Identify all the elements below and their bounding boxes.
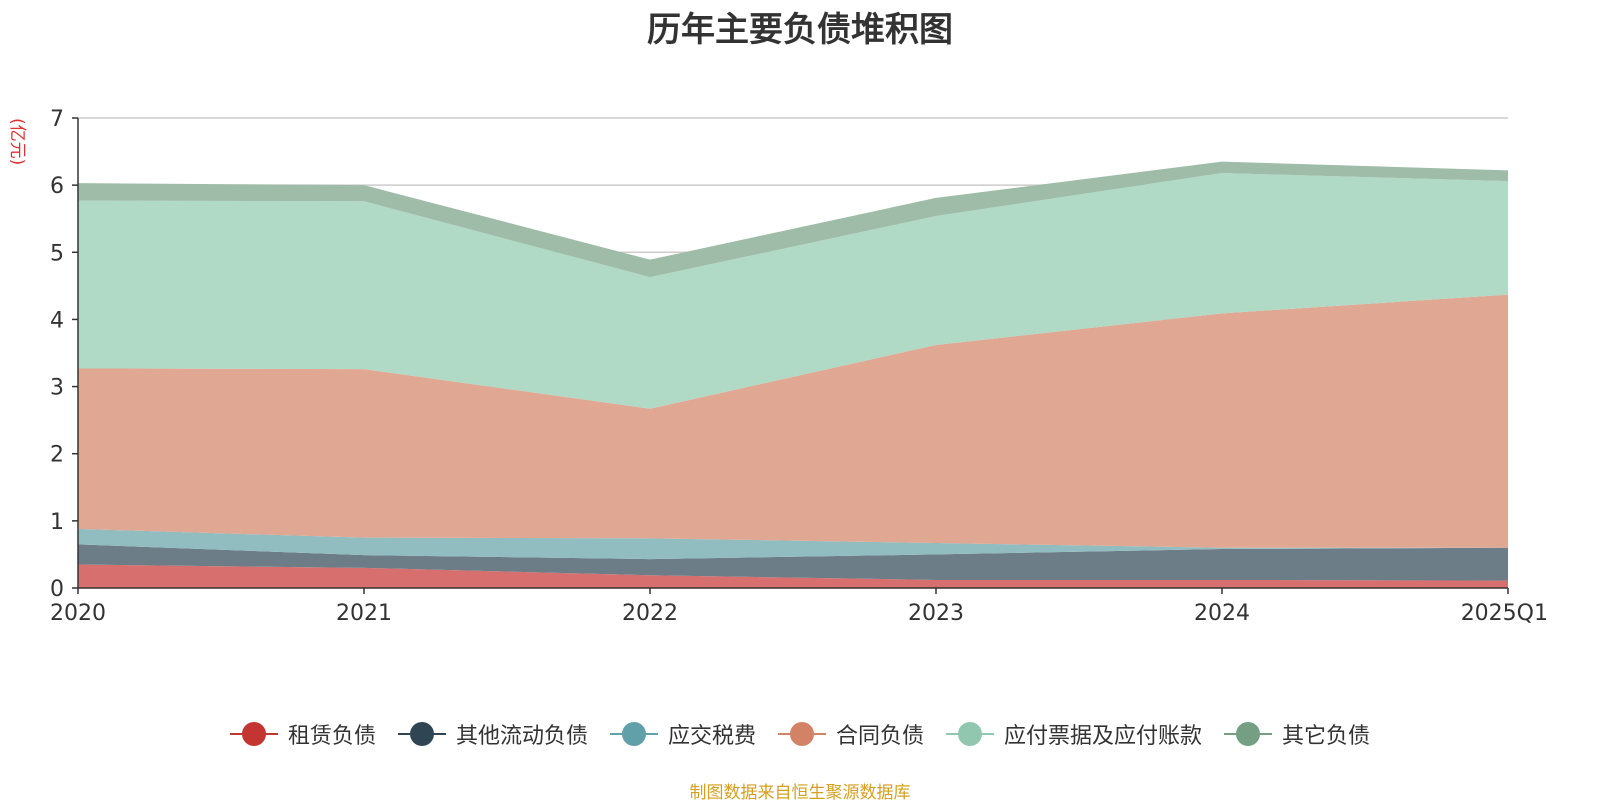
legend-dot-icon	[790, 722, 814, 746]
legend-label: 其他流动负债	[455, 724, 588, 749]
legend-dot-icon	[958, 722, 983, 746]
y-tick-label: 7	[50, 107, 64, 132]
legend-dot-icon	[1236, 722, 1261, 746]
area-series-4[interactable]	[78, 294, 1508, 548]
chart-title: 历年主要负债堆积图	[647, 10, 953, 50]
y-tick-label: 6	[50, 174, 64, 199]
source-note: 制图数据来自恒生聚源数据库	[689, 783, 911, 803]
y-tick-label: 2	[50, 443, 64, 468]
legend-item[interactable]: 应交税费	[609, 718, 756, 750]
legend-marker-icon	[1224, 722, 1273, 746]
legend-label: 应交税费	[667, 724, 756, 749]
legend-dot-icon	[241, 722, 266, 746]
legend-item[interactable]: 应付票据及应付账款	[946, 718, 1202, 750]
x-tick-label: 2020	[50, 601, 106, 626]
y-tick-label: 3	[50, 376, 64, 401]
area-series	[78, 161, 1508, 589]
area-series-2[interactable]	[78, 544, 1508, 581]
axes	[77, 118, 1508, 589]
legend-item[interactable]: 合同负债	[778, 718, 924, 750]
legend-label: 合同负债	[836, 724, 925, 749]
y-tick-label: 1	[50, 510, 64, 535]
x-tick-label: 2021	[336, 601, 392, 626]
legend-label: 其它负债	[1282, 724, 1371, 749]
legend-marker-icon	[397, 722, 446, 746]
legend-marker-icon	[946, 722, 995, 746]
legend-dot-icon	[409, 722, 434, 746]
legend-marker-icon	[609, 722, 658, 746]
x-tick-label: 2025Q1	[1461, 601, 1548, 626]
legend-label: 租赁负债	[287, 724, 376, 749]
x-tick-label: 2023	[908, 601, 964, 626]
legend-label: 应付票据及应付账款	[1004, 724, 1203, 749]
y-tick-labels: 0 1 2 3 4 5 6 7	[50, 107, 78, 602]
y-tick-label: 0	[50, 577, 64, 602]
y-tick-label: 4	[50, 308, 64, 333]
legend: 租赁负债 其他流动负债 应交税费 合同负债 应付票据及应付账款 其它负债	[0, 718, 1600, 750]
legend-marker-icon	[778, 722, 826, 746]
area-series-5[interactable]	[78, 173, 1508, 409]
x-tick-label: 2024	[1194, 601, 1250, 626]
x-tick-labels: 2020 2021 2022 2023 2024 2025Q1	[50, 588, 1548, 626]
legend-dot-icon	[621, 722, 646, 746]
x-tick-label: 2022	[622, 601, 678, 626]
area-series-1[interactable]	[78, 564, 1508, 589]
y-tick-label: 5	[50, 241, 64, 266]
legend-marker-icon	[229, 722, 278, 746]
y-unit-label: (亿元)	[7, 118, 27, 165]
area-series-6[interactable]	[78, 161, 1508, 278]
legend-item[interactable]: 其它负债	[1224, 718, 1370, 750]
legend-item[interactable]: 其他流动负债	[397, 718, 588, 750]
area-series-3[interactable]	[78, 528, 1508, 560]
legend-item[interactable]: 租赁负债	[229, 718, 376, 750]
